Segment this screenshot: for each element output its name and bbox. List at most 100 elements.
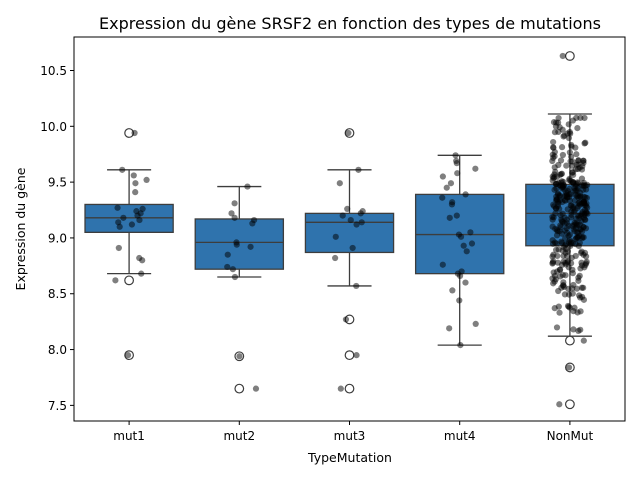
data-point — [578, 175, 586, 182]
data-point — [550, 251, 557, 258]
data-point — [114, 204, 121, 211]
data-point — [563, 162, 570, 169]
data-point — [224, 263, 231, 271]
data-point — [574, 125, 581, 132]
data-point — [577, 194, 584, 201]
data-point — [566, 128, 573, 136]
data-point — [229, 266, 236, 273]
data-point — [446, 325, 453, 332]
data-point — [559, 52, 566, 60]
data-point — [353, 221, 360, 228]
plot-area — [84, 51, 615, 410]
data-point — [555, 114, 562, 122]
data-point — [453, 160, 460, 167]
data-point — [228, 210, 235, 217]
data-point — [567, 260, 575, 267]
data-point — [558, 170, 565, 177]
data-point — [236, 353, 243, 360]
data-point — [565, 364, 573, 371]
y-tick-label: 7.5 — [48, 399, 67, 413]
data-point — [559, 151, 567, 159]
data-point — [116, 223, 123, 230]
data-point — [577, 308, 584, 315]
data-point — [231, 200, 238, 207]
data-point — [568, 254, 575, 261]
data-point — [556, 309, 563, 316]
x-axis: mut1 mut2 mut3 mut4 NonMut — [113, 421, 593, 443]
data-point — [130, 172, 137, 179]
data-point — [551, 272, 558, 280]
data-point — [468, 240, 476, 247]
data-point — [456, 297, 463, 304]
data-point — [581, 264, 588, 271]
data-point — [550, 280, 557, 287]
data-point — [128, 221, 136, 228]
y-axis: 7.5 8.0 8.5 9.0 9.5 10.0 10.5 — [40, 64, 74, 413]
data-point — [564, 248, 571, 255]
data-point — [353, 282, 360, 290]
data-point — [139, 257, 146, 264]
data-point — [339, 212, 346, 219]
data-point — [562, 272, 569, 279]
x-axis-label: TypeMutation — [307, 450, 392, 465]
data-point — [472, 165, 479, 172]
data-point — [456, 272, 464, 279]
data-point — [562, 235, 569, 242]
data-point — [120, 214, 127, 221]
data-point — [569, 158, 576, 165]
outlier-marker — [565, 51, 575, 61]
data-point — [553, 173, 561, 180]
data-point — [578, 228, 586, 235]
data-point — [553, 197, 560, 204]
x-tick-label: mut2 — [223, 429, 255, 443]
data-point — [557, 224, 564, 231]
data-point — [558, 144, 566, 151]
data-point — [136, 216, 143, 224]
data-point — [560, 281, 567, 289]
strip-points — [112, 52, 591, 408]
data-point — [224, 251, 231, 258]
y-tick-label: 9.5 — [48, 176, 67, 190]
y-tick-label: 8.5 — [48, 287, 67, 301]
data-point — [556, 401, 563, 408]
data-point — [549, 177, 556, 184]
data-point — [462, 279, 469, 286]
y-tick-label: 9.0 — [48, 231, 67, 245]
data-point — [572, 144, 579, 151]
data-point — [449, 287, 456, 294]
data-point — [574, 212, 582, 219]
data-point — [574, 221, 581, 228]
data-point — [566, 185, 573, 192]
data-point — [357, 210, 364, 217]
data-point — [358, 219, 365, 226]
data-point — [353, 352, 360, 359]
data-point — [550, 138, 557, 146]
data-point — [583, 258, 590, 265]
data-point — [554, 190, 562, 197]
data-point — [549, 157, 556, 165]
data-point — [119, 166, 126, 173]
data-point — [454, 170, 461, 177]
data-point — [557, 157, 565, 164]
outlier-marker — [565, 399, 575, 410]
data-point — [132, 180, 139, 187]
x-tick-label: NonMut — [547, 429, 594, 443]
data-point — [570, 179, 577, 186]
data-point — [249, 220, 256, 227]
data-point — [252, 385, 260, 392]
data-point — [577, 326, 584, 333]
y-axis-label: Expression du gène — [13, 167, 28, 290]
data-point — [115, 244, 122, 252]
data-point — [453, 212, 460, 219]
data-point — [564, 229, 571, 237]
data-point — [552, 168, 559, 175]
outlier-marker — [565, 335, 575, 346]
data-point — [448, 201, 456, 208]
data-point — [550, 258, 557, 265]
data-point — [143, 176, 150, 183]
outlier-marker — [344, 350, 355, 361]
data-point — [344, 205, 351, 213]
data-point — [439, 261, 446, 268]
data-point — [562, 240, 570, 248]
data-point — [332, 233, 339, 240]
